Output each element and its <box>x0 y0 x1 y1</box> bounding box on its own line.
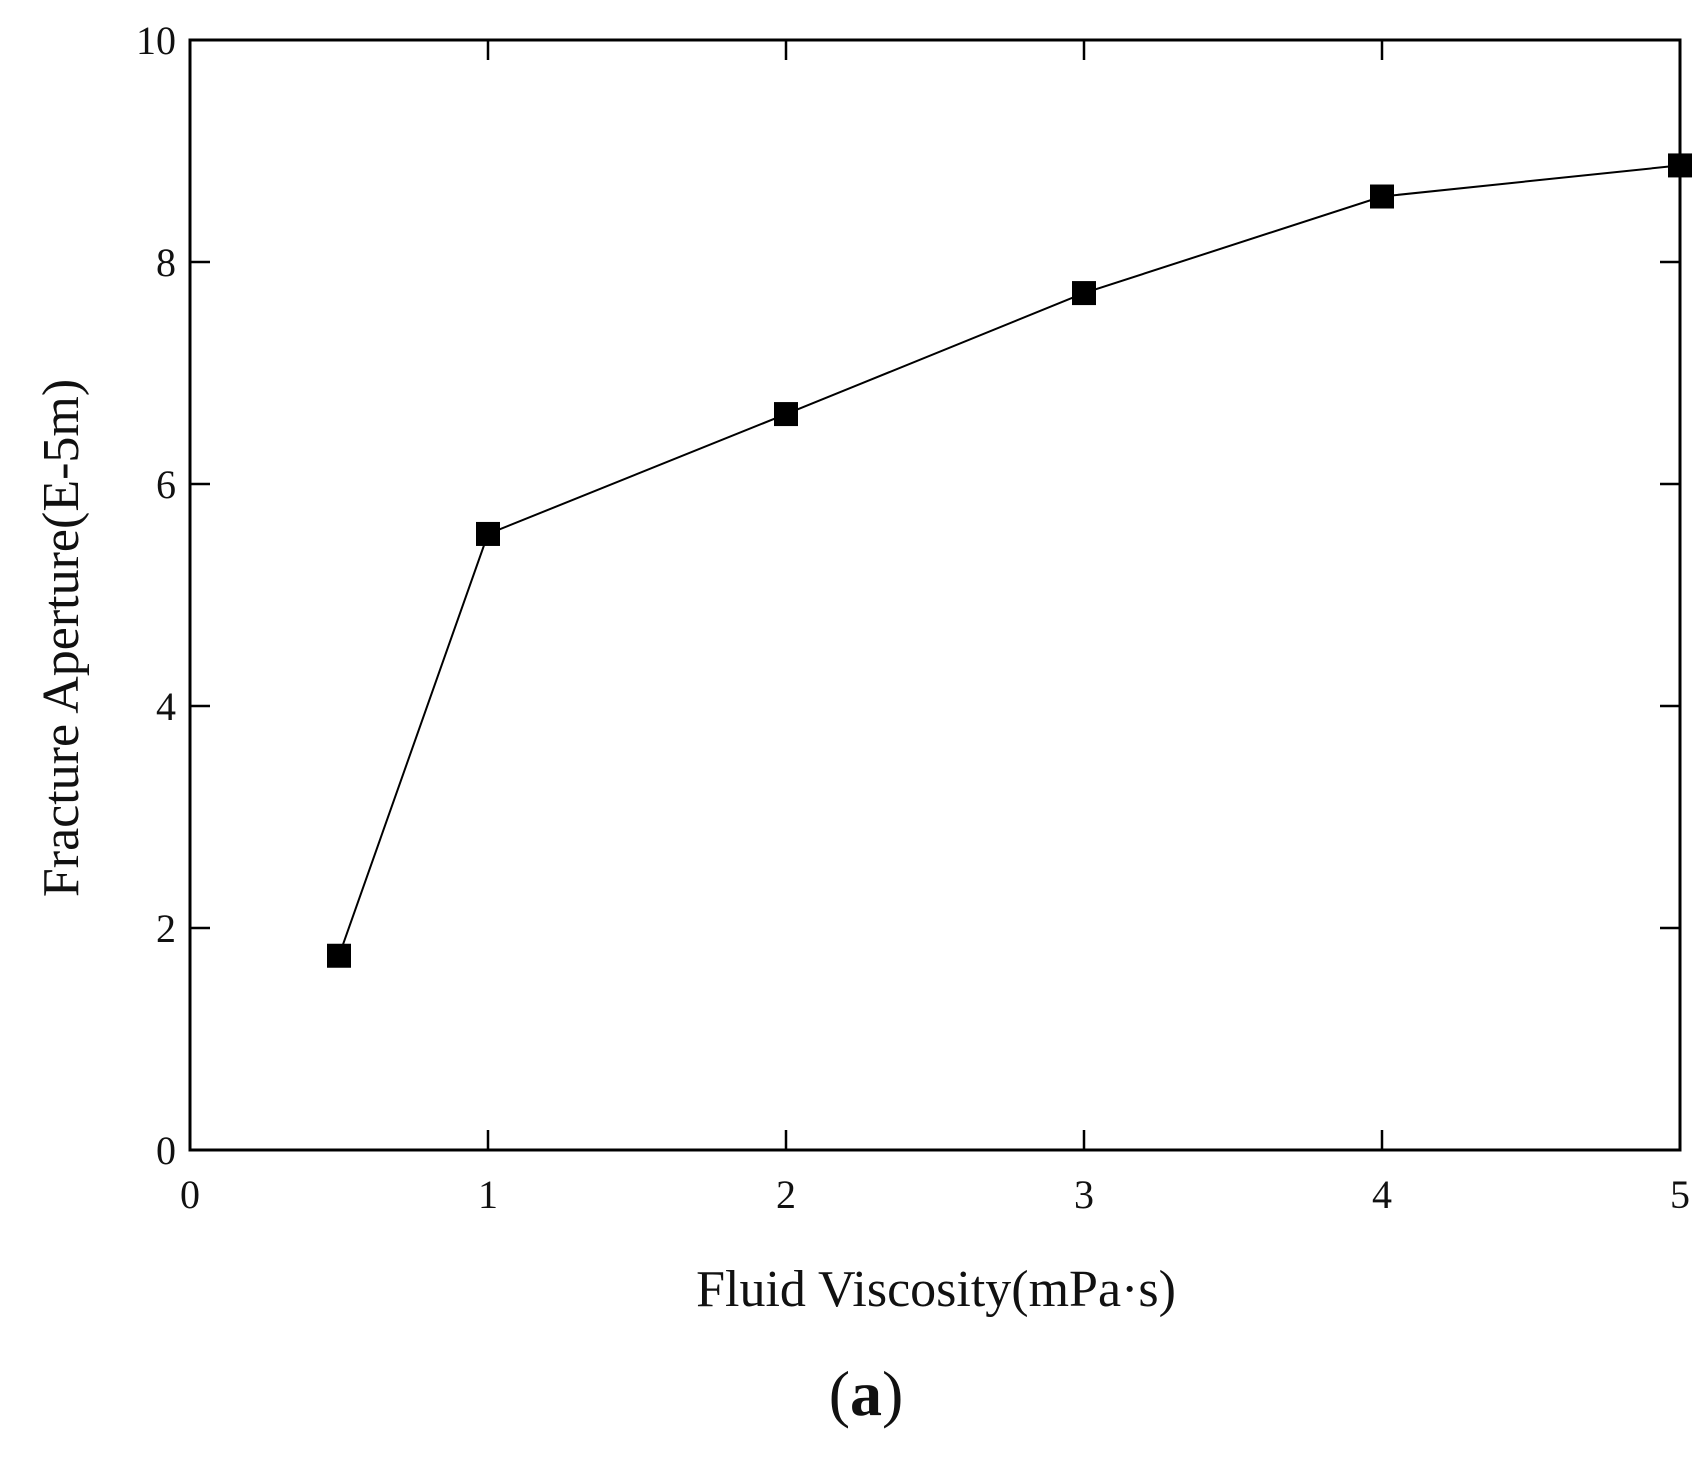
x-tick-label-3: 3 <box>1074 1172 1094 1217</box>
series-layer <box>327 153 1692 968</box>
x-tick-label-2: 2 <box>776 1172 796 1217</box>
data-point-0-1 <box>476 521 500 546</box>
data-point-0-3 <box>1072 281 1096 306</box>
y-tick-labels: 0 2 4 6 8 10 <box>136 18 176 1173</box>
y-tick-label-3: 6 <box>156 462 176 507</box>
panel-label: (a) <box>829 1358 904 1429</box>
data-point-0-5 <box>1668 153 1692 178</box>
plot-frame <box>188 38 1682 1152</box>
plot-border <box>188 38 1682 1152</box>
x-tick-label-5: 5 <box>1670 1172 1690 1217</box>
panel-label-open: ( <box>829 1358 850 1429</box>
x-axis-title: Fluid Viscosity(mPa·s) <box>696 1261 1176 1318</box>
axis-ticks <box>188 38 1682 1152</box>
y-tick-label-4: 8 <box>156 240 176 285</box>
panel-label-letter: a <box>850 1358 882 1429</box>
x-tick-label-0: 0 <box>180 1172 200 1217</box>
y-tick-label-5: 10 <box>136 18 176 63</box>
y-axis-title: Fracture Aperture(E-5m) <box>33 379 90 897</box>
series-line-0 <box>338 164 1681 957</box>
data-point-0-2 <box>774 402 798 427</box>
data-point-0-0 <box>327 943 351 968</box>
panel-label-close: ) <box>882 1358 903 1429</box>
data-point-0-4 <box>1370 184 1394 209</box>
y-tick-label-2: 4 <box>156 684 176 729</box>
y-tick-label-0: 0 <box>156 1128 176 1173</box>
x-tick-label-4: 4 <box>1372 1172 1392 1217</box>
x-tick-label-1: 1 <box>478 1172 498 1217</box>
x-tick-labels: 0 1 2 3 4 5 <box>180 1172 1690 1217</box>
y-tick-label-1: 2 <box>156 906 176 951</box>
